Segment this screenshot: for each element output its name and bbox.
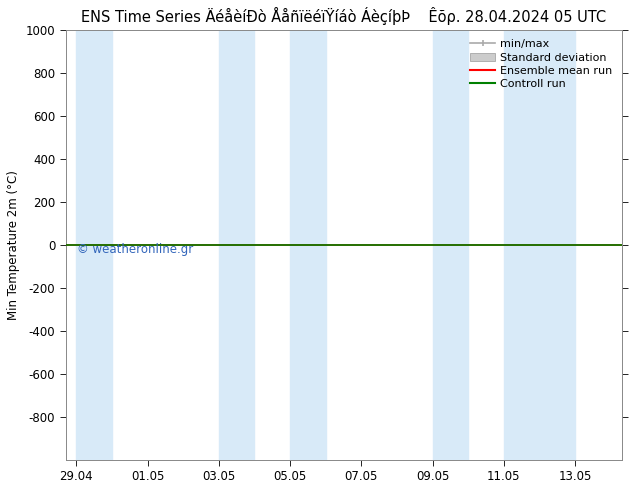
Bar bbox=[290, 30, 326, 460]
Bar bbox=[219, 30, 254, 460]
Bar bbox=[504, 30, 575, 460]
Text: © weatheronline.gr: © weatheronline.gr bbox=[77, 243, 193, 256]
Bar bbox=[432, 30, 469, 460]
Title: ENS Time Series ÄéåèíÐò ÅåñïëéïŸíáò ÁèçíþÞ    Êõρ. 28.04.2024 05 UTC: ENS Time Series ÄéåèíÐò ÅåñïëéïŸíáò Áèçí… bbox=[81, 7, 606, 25]
Bar bbox=[76, 30, 112, 460]
Legend: min/max, Standard deviation, Ensemble mean run, Controll run: min/max, Standard deviation, Ensemble me… bbox=[467, 36, 616, 93]
Y-axis label: Min Temperature 2m (°C): Min Temperature 2m (°C) bbox=[7, 170, 20, 320]
